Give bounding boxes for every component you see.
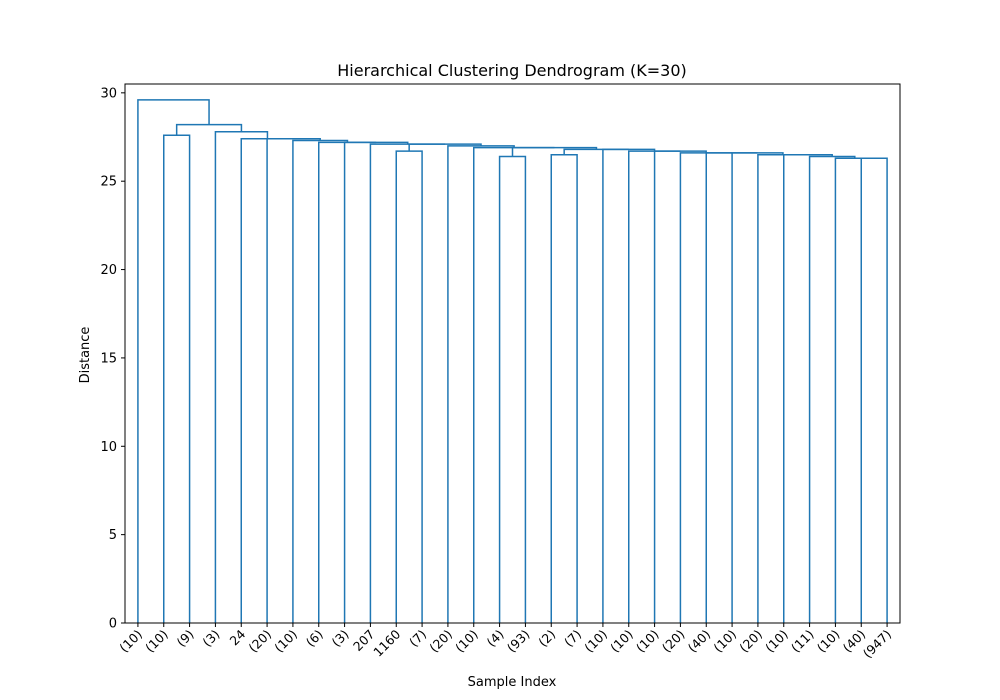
dendrogram-link — [137, 99, 210, 623]
x-axis-label: Sample Index — [468, 675, 557, 690]
y-tick-label: 5 — [109, 528, 117, 543]
leaf-label: (10) — [710, 627, 739, 656]
dendrogram-link — [343, 141, 409, 623]
dendrogram-link — [808, 155, 856, 623]
leaf-label: (40) — [685, 627, 714, 656]
dendrogram-link — [408, 143, 482, 152]
y-axis: 0 5 10 15 20 25 30 — [100, 86, 125, 632]
dendrogram-link — [602, 148, 656, 623]
leaf-label: (10) — [142, 627, 171, 656]
leaf-label: (10) — [814, 627, 843, 656]
dendrogram-link — [834, 157, 875, 623]
y-tick-label: 25 — [100, 175, 117, 190]
leaf-label: (947) — [860, 627, 894, 661]
leaf-label: (10) — [581, 627, 610, 656]
leaf-label: (10) — [452, 627, 481, 656]
leaf-label: (20) — [736, 627, 765, 656]
leaf-label: (20) — [659, 627, 688, 656]
leaf-label: (7) — [561, 627, 584, 650]
leaf-label: (3) — [329, 627, 352, 650]
dendrogram-link — [163, 134, 191, 623]
leaf-label: (9) — [174, 627, 197, 650]
leaf-label: (3) — [199, 627, 222, 650]
leaf-label: (20) — [426, 627, 455, 656]
dendrogram-link — [550, 153, 578, 623]
dendrogram-link — [292, 139, 349, 623]
leaf-label: (10) — [271, 627, 300, 656]
leaf-label: (10) — [116, 627, 145, 656]
dendrogram-link — [447, 145, 515, 623]
leaf-label: (6) — [303, 627, 326, 650]
leaf-label: 1160 — [370, 626, 403, 659]
dendrogram-link — [628, 150, 681, 623]
y-axis-label: Distance — [78, 327, 93, 384]
dendrogram-link — [473, 146, 555, 623]
y-tick-label: 0 — [109, 617, 117, 632]
y-tick-label: 15 — [100, 351, 117, 366]
dendrogram-link — [240, 138, 294, 623]
dendrogram-link — [498, 155, 527, 623]
y-tick-label: 10 — [100, 440, 117, 455]
dendrogram-link — [757, 153, 808, 623]
dendrogram-link — [860, 157, 888, 623]
leaf-label: (2) — [535, 627, 558, 650]
leaf-label: (20) — [245, 627, 274, 656]
y-tick-label: 30 — [100, 86, 117, 101]
leaf-label: (11) — [788, 627, 817, 656]
chart-title: Hierarchical Clustering Dendrogram (K=30… — [337, 61, 687, 80]
dendrogram-link — [369, 143, 446, 623]
dendrogram-link — [563, 148, 629, 155]
dendrogram-links — [137, 99, 888, 623]
leaf-label: (10) — [762, 627, 791, 656]
leaf-label: (10) — [607, 627, 636, 656]
leaf-label: (10) — [633, 627, 662, 656]
leaf-label: (93) — [504, 627, 533, 656]
leaf-label: (4) — [484, 627, 507, 650]
dendrogram-link — [214, 130, 269, 623]
dendrogram-link — [783, 153, 833, 623]
y-tick-label: 20 — [100, 263, 117, 278]
leaf-label: (7) — [406, 627, 429, 650]
dendrogram-link — [175, 123, 243, 136]
plot-frame — [124, 83, 901, 624]
dendrogram-link — [679, 152, 732, 623]
dendrogram-link — [318, 141, 377, 623]
dendrogram-link — [395, 150, 423, 623]
